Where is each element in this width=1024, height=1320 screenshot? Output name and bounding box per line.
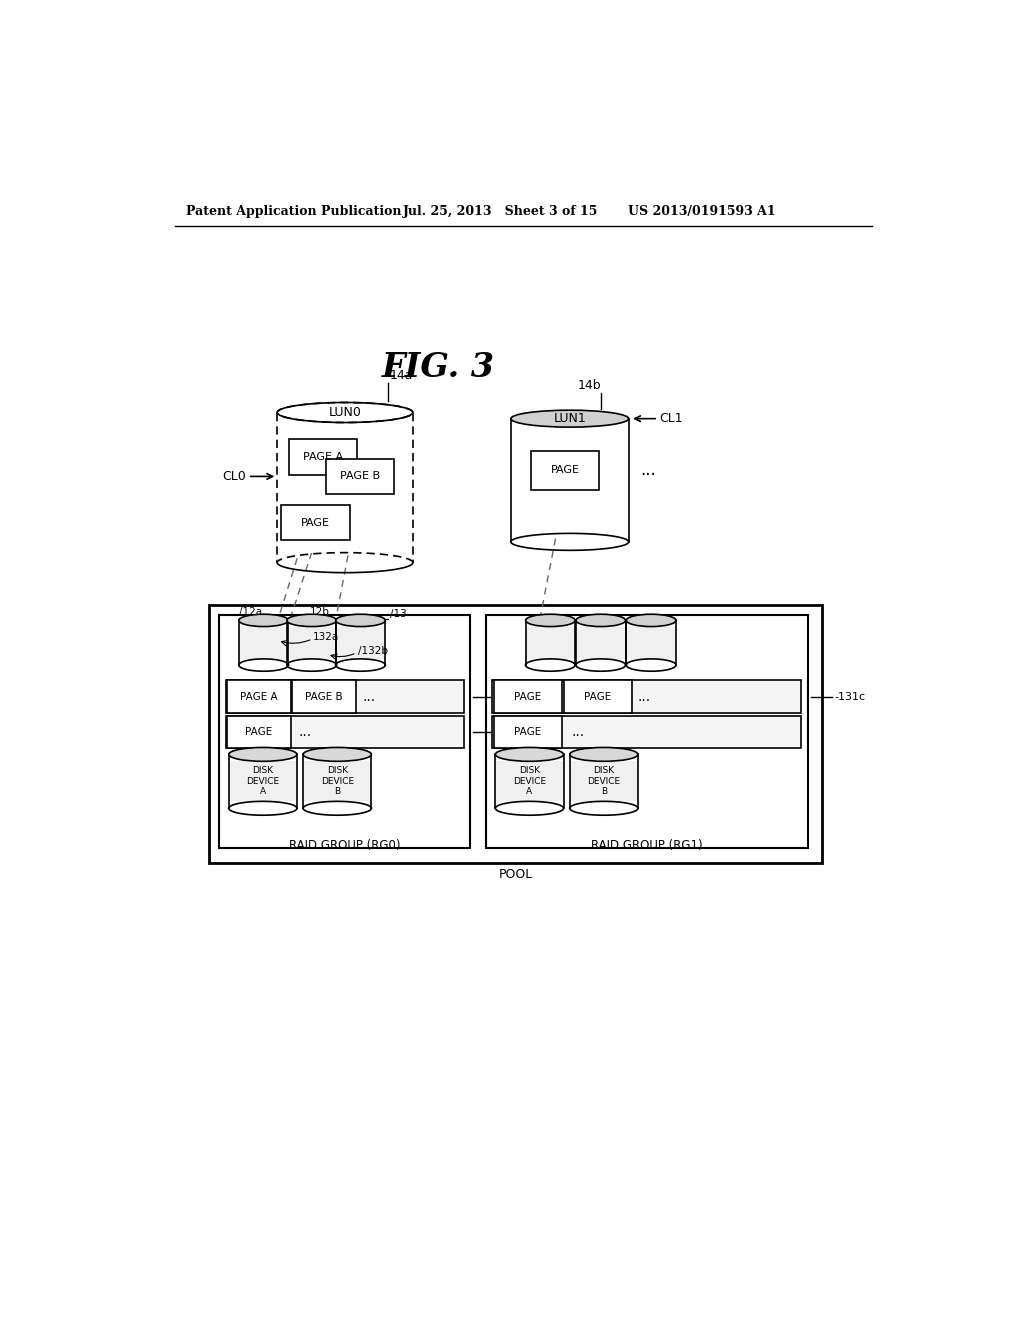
Text: PAGE: PAGE bbox=[246, 727, 272, 737]
Text: PAGE: PAGE bbox=[514, 692, 542, 702]
Text: POOL: POOL bbox=[499, 867, 532, 880]
Polygon shape bbox=[525, 627, 575, 659]
Polygon shape bbox=[336, 627, 385, 659]
Ellipse shape bbox=[228, 747, 297, 762]
Bar bbox=[486, 615, 808, 849]
Text: PAGE B: PAGE B bbox=[305, 692, 343, 702]
Ellipse shape bbox=[496, 747, 563, 762]
Text: /131b: /131b bbox=[498, 727, 529, 737]
Ellipse shape bbox=[303, 747, 372, 762]
Text: /132b: /132b bbox=[358, 647, 388, 656]
Text: LUN1: LUN1 bbox=[553, 412, 586, 425]
Polygon shape bbox=[303, 762, 372, 801]
Ellipse shape bbox=[575, 614, 626, 627]
Text: 132a: 132a bbox=[313, 632, 340, 643]
Ellipse shape bbox=[511, 411, 629, 428]
Bar bbox=[227, 715, 291, 748]
Ellipse shape bbox=[278, 403, 413, 422]
Text: CL0: CL0 bbox=[222, 470, 246, 483]
Bar bbox=[225, 681, 464, 713]
Text: RAID GROUP (RG1): RAID GROUP (RG1) bbox=[591, 840, 702, 853]
Text: FIG. 3: FIG. 3 bbox=[381, 351, 495, 384]
Bar bbox=[494, 715, 562, 748]
Text: RAID GROUP (RG0): RAID GROUP (RG0) bbox=[289, 840, 400, 853]
Bar bbox=[219, 615, 470, 849]
Polygon shape bbox=[627, 627, 676, 659]
Text: ...: ... bbox=[571, 725, 585, 739]
Polygon shape bbox=[239, 627, 289, 659]
Ellipse shape bbox=[525, 614, 575, 627]
Bar bbox=[493, 715, 802, 748]
Ellipse shape bbox=[336, 614, 385, 627]
Text: ...: ... bbox=[362, 689, 375, 704]
Polygon shape bbox=[496, 762, 563, 801]
Bar bbox=[282, 506, 349, 540]
Polygon shape bbox=[511, 428, 629, 533]
Polygon shape bbox=[569, 762, 638, 801]
Bar bbox=[493, 681, 802, 713]
Text: PAGE A: PAGE A bbox=[241, 692, 278, 702]
Bar bbox=[225, 715, 464, 748]
Text: ...: ... bbox=[640, 461, 656, 479]
Text: DISK
DEVICE
B: DISK DEVICE B bbox=[321, 767, 354, 796]
Text: PAGE: PAGE bbox=[514, 727, 542, 737]
Polygon shape bbox=[278, 422, 413, 553]
Ellipse shape bbox=[239, 614, 289, 627]
Text: /131a: /131a bbox=[498, 692, 529, 702]
Bar bbox=[494, 681, 562, 713]
Text: DISK
DEVICE
A: DISK DEVICE A bbox=[247, 767, 280, 796]
Text: US 2013/0191593 A1: US 2013/0191593 A1 bbox=[628, 205, 775, 218]
Bar bbox=[563, 681, 632, 713]
Text: /12a: /12a bbox=[239, 607, 262, 618]
Text: DISK
DEVICE
B: DISK DEVICE B bbox=[588, 767, 621, 796]
Text: 14a: 14a bbox=[389, 370, 413, 383]
Bar bbox=[209, 605, 821, 863]
Text: -131c: -131c bbox=[834, 692, 865, 702]
Text: /13: /13 bbox=[390, 609, 407, 619]
Text: PAGE: PAGE bbox=[584, 692, 611, 702]
Text: PAGE A: PAGE A bbox=[303, 453, 343, 462]
Ellipse shape bbox=[287, 614, 337, 627]
Text: LUN0: LUN0 bbox=[329, 407, 361, 418]
Text: 12b: 12b bbox=[310, 607, 330, 618]
Ellipse shape bbox=[627, 614, 676, 627]
Text: Jul. 25, 2013   Sheet 3 of 15: Jul. 25, 2013 Sheet 3 of 15 bbox=[403, 205, 598, 218]
Bar bbox=[292, 681, 356, 713]
Bar bbox=[531, 451, 599, 490]
Bar bbox=[289, 440, 357, 475]
Text: Patent Application Publication: Patent Application Publication bbox=[186, 205, 401, 218]
Text: ...: ... bbox=[299, 725, 311, 739]
Text: CL1: CL1 bbox=[659, 412, 683, 425]
Text: PAGE B: PAGE B bbox=[340, 471, 380, 482]
Bar bbox=[326, 459, 394, 494]
Text: PAGE: PAGE bbox=[551, 465, 580, 475]
Ellipse shape bbox=[569, 747, 638, 762]
Text: DISK
DEVICE
A: DISK DEVICE A bbox=[513, 767, 546, 796]
Polygon shape bbox=[287, 627, 337, 659]
Text: 14b: 14b bbox=[578, 379, 601, 392]
Bar bbox=[227, 681, 291, 713]
Text: PAGE: PAGE bbox=[301, 517, 330, 528]
Polygon shape bbox=[228, 762, 297, 801]
Polygon shape bbox=[575, 627, 626, 659]
Text: ...: ... bbox=[637, 689, 650, 704]
